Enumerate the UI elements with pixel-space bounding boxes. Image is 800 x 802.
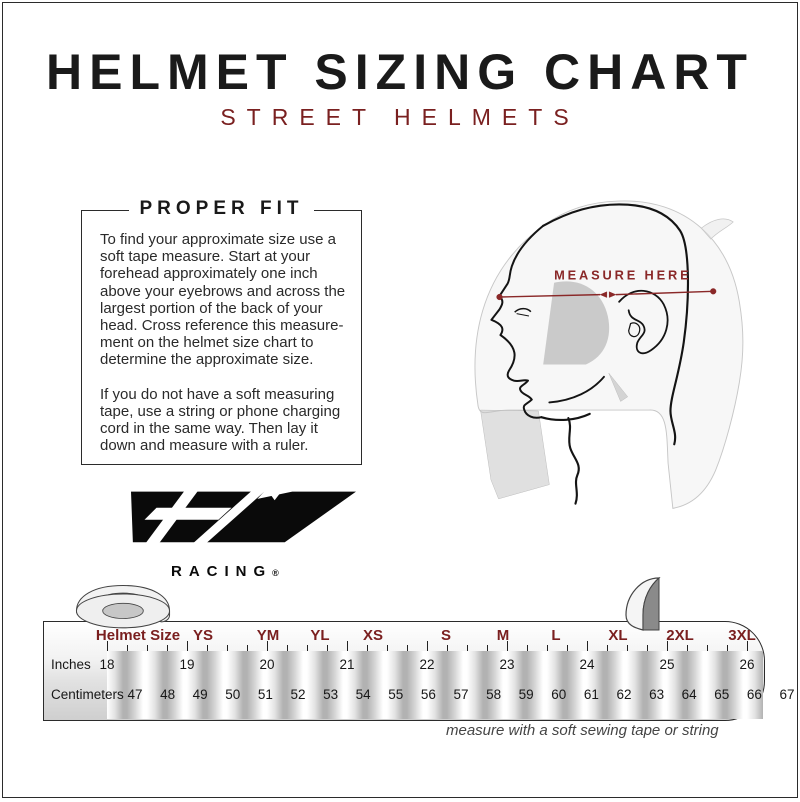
svg-text:MEASURE HERE: MEASURE HERE (554, 267, 691, 282)
